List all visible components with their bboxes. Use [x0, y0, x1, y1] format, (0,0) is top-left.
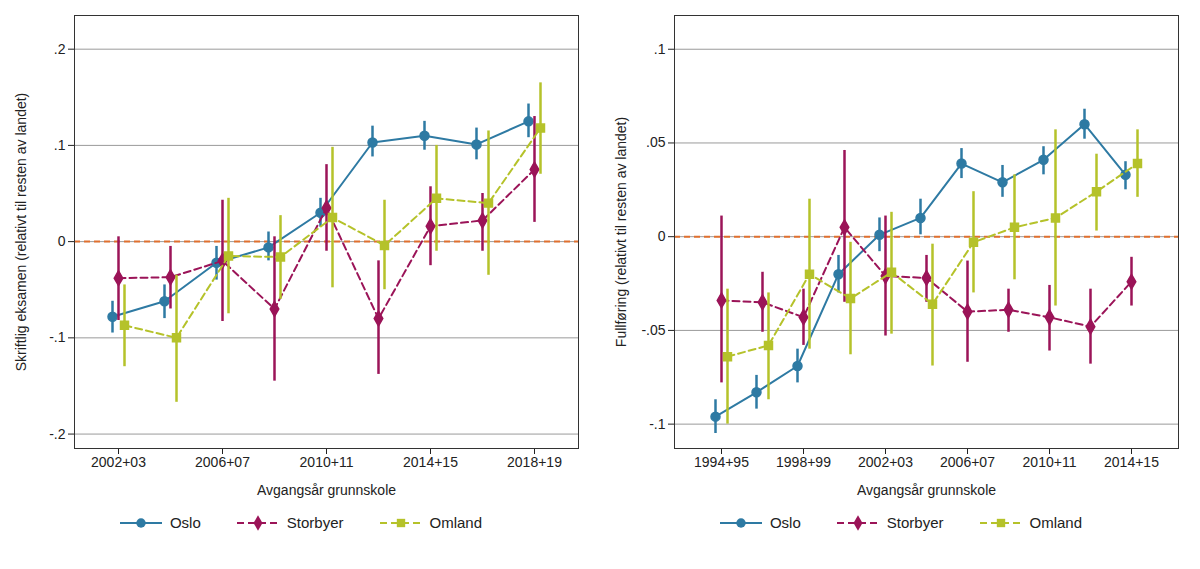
svg-text:1994+95: 1994+95: [694, 454, 749, 470]
svg-text:1998+99: 1998+99: [776, 454, 831, 470]
svg-text:2010+11: 2010+11: [1023, 454, 1077, 470]
svg-text:.2: .2: [54, 41, 66, 57]
svg-text:2006+07: 2006+07: [195, 454, 250, 470]
svg-text:0: 0: [58, 233, 66, 249]
html-text:Oslo: Oslo: [170, 514, 201, 531]
svg-text:Avgangsår grunnskole: Avgangsår grunnskole: [257, 482, 396, 498]
html-text:Oslo: Oslo: [770, 514, 801, 531]
svg-text:-.1: -.1: [49, 329, 66, 345]
html-text:Storbyer: Storbyer: [886, 514, 944, 531]
html-text:Omland: Omland: [1029, 514, 1082, 531]
svg-text:2002+03: 2002+03: [858, 454, 913, 470]
svg-text:2006+07: 2006+07: [940, 454, 995, 470]
svg-text:-.05: -.05: [641, 322, 665, 338]
svg-text:2010+11: 2010+11: [300, 454, 354, 470]
svg-text:Fullføring (relativt til reste: Fullføring (relativt til resten av lande…: [613, 117, 629, 347]
svg-text:2014+15: 2014+15: [403, 454, 458, 470]
html-text:Storbyer: Storbyer: [286, 514, 344, 531]
svg-text:Avgangsår grunnskole: Avgangsår grunnskole: [857, 482, 996, 498]
svg-text:2002+03: 2002+03: [91, 454, 146, 470]
svg-text:-.2: -.2: [49, 426, 66, 442]
svg-text:.1: .1: [654, 41, 666, 57]
svg-text:0: 0: [658, 228, 666, 244]
svg-text:2018+19: 2018+19: [507, 454, 562, 470]
svg-text:2014+15: 2014+15: [1104, 454, 1159, 470]
svg-text:-.1: -.1: [649, 416, 666, 432]
html-text:Omland: Omland: [429, 514, 482, 531]
svg-text:Skriftlig eksamen (relativt ti: Skriftlig eksamen (relativt til resten a…: [13, 93, 29, 372]
svg-text:.05: .05: [646, 134, 666, 150]
svg-text:.1: .1: [54, 137, 66, 153]
